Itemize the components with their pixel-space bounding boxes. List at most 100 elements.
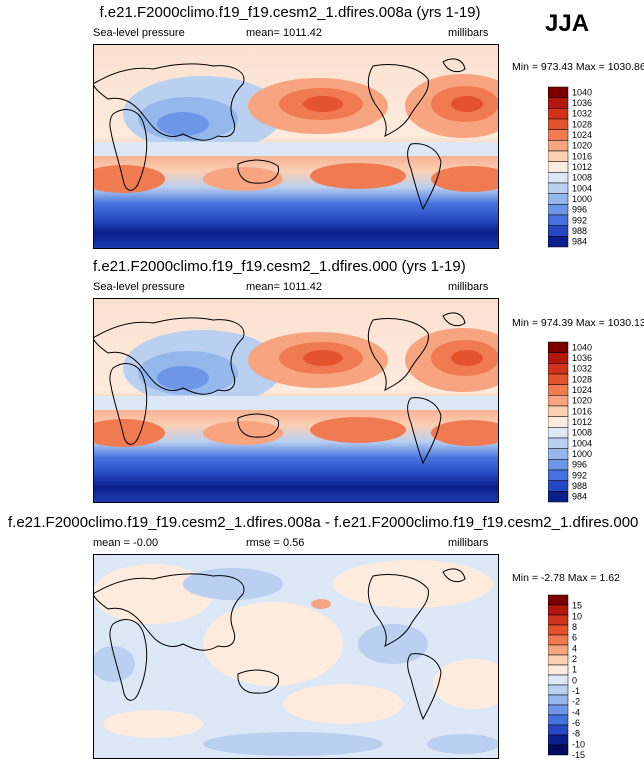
colorbar-swatch bbox=[548, 204, 569, 216]
colorbar-swatch bbox=[548, 129, 569, 141]
panel3-title: f.e21.F2000climo.f19_f19.cesm2_1.dfires.… bbox=[8, 514, 639, 531]
colorbar-tick-label: -10 bbox=[572, 739, 585, 749]
panel2-satl-high bbox=[431, 420, 499, 446]
panel1-mean-label: mean= 1011.42 bbox=[246, 27, 322, 39]
colorbar-swatch bbox=[548, 150, 569, 162]
colorbar-tick-label: -6 bbox=[572, 718, 580, 728]
colorbar-tick-label: 1036 bbox=[572, 98, 592, 108]
colorbar-tick-label: -8 bbox=[572, 729, 580, 739]
colorbar-tick-label: 1000 bbox=[572, 449, 592, 459]
panel2-units-label: millibars bbox=[448, 281, 489, 293]
colorbar-tick-label: 1032 bbox=[572, 364, 592, 374]
panel1-minmax: Min = 973.43 Max = 1030.86 bbox=[512, 61, 644, 73]
season-label: JJA bbox=[545, 10, 590, 37]
panel1-map bbox=[93, 44, 499, 249]
colorbar-tick-label: 1024 bbox=[572, 130, 592, 140]
panel1-asian-low-core bbox=[157, 112, 209, 136]
panel1-title: f.e21.F2000climo.f19_f19.cesm2_1.dfires.… bbox=[99, 4, 481, 21]
colorbar-swatch bbox=[548, 614, 569, 626]
colorbar-swatch bbox=[548, 140, 569, 152]
colorbar-tick-label: 10 bbox=[572, 611, 582, 621]
panel1-map-frame bbox=[93, 44, 499, 249]
colorbar-tick-label: 1028 bbox=[572, 119, 592, 129]
colorbar-swatch bbox=[548, 405, 569, 417]
panel3-positive-regions bbox=[93, 560, 499, 738]
colorbar-swatch bbox=[548, 604, 569, 616]
panel3-negative-regions bbox=[93, 568, 499, 756]
colorbar-swatch bbox=[548, 704, 569, 716]
panel2-sindian-high bbox=[93, 419, 165, 447]
panel2-minmax: Min = 974.39 Max = 1030.13 bbox=[512, 317, 644, 329]
colorbar-tick-label: 992 bbox=[572, 215, 587, 225]
colorbar-tick-label: 1040 bbox=[572, 342, 592, 352]
panel3-units-label: millibars bbox=[448, 537, 489, 549]
colorbar-swatch bbox=[548, 624, 569, 636]
colorbar-tick-label: 1040 bbox=[572, 87, 592, 97]
colorbar-tick-label: 1 bbox=[572, 665, 577, 675]
colorbar-tick-label: 1012 bbox=[572, 162, 592, 172]
panel1-coastlines bbox=[93, 58, 466, 211]
colorbar-swatch bbox=[548, 352, 569, 364]
colorbar-tick-label: 1016 bbox=[572, 151, 592, 161]
colorbar-swatch bbox=[548, 384, 569, 396]
colorbar-tick-label: 1020 bbox=[572, 396, 592, 406]
panel2-asian-low-core bbox=[157, 366, 209, 390]
panel2-natl-high-core bbox=[451, 350, 483, 366]
colorbar-tick-label: -4 bbox=[572, 707, 580, 717]
panel1-left-label: Sea-level pressure bbox=[93, 27, 185, 39]
colorbar-tick-label: 8 bbox=[572, 622, 577, 632]
panel1-units-label: millibars bbox=[448, 27, 489, 39]
panel2-left-label: Sea-level pressure bbox=[93, 281, 185, 293]
panel2-map bbox=[93, 298, 499, 503]
colorbar-tick-label: 1000 bbox=[572, 194, 592, 204]
colorbar-swatch bbox=[548, 724, 569, 736]
colorbar-tick-label: 2 bbox=[572, 654, 577, 664]
colorbar-swatch bbox=[548, 108, 569, 120]
colorbar-swatch bbox=[548, 634, 569, 646]
colorbar-swatch bbox=[548, 86, 569, 98]
colorbar-tick-label: 6 bbox=[572, 633, 577, 643]
colorbar-tick-label: 1020 bbox=[572, 141, 592, 151]
colorbar-tick-label: 984 bbox=[572, 237, 587, 247]
colorbar-swatch bbox=[548, 744, 569, 756]
panel2-mean-label: mean= 1011.42 bbox=[246, 281, 322, 293]
colorbar-swatch bbox=[548, 416, 569, 428]
colorbar-swatch bbox=[548, 341, 569, 353]
colorbar-tick-label: 992 bbox=[572, 470, 587, 480]
panel1-equatorial-band bbox=[93, 142, 499, 156]
colorbar-swatch bbox=[548, 182, 569, 194]
colorbar-swatch bbox=[548, 734, 569, 746]
colorbar-tick-label: 1004 bbox=[572, 438, 592, 448]
colorbar-swatch bbox=[548, 161, 569, 173]
colorbar-swatch bbox=[548, 172, 569, 184]
colorbar-tick-label: 1024 bbox=[572, 385, 592, 395]
panel3-coastlines bbox=[93, 568, 466, 721]
panel3-map bbox=[93, 554, 499, 759]
panel3-map-frame bbox=[93, 554, 499, 759]
colorbar-swatch bbox=[548, 395, 569, 407]
panel2-spac-high bbox=[310, 417, 406, 443]
panel1-spac-high bbox=[310, 163, 406, 189]
panel2-title: f.e21.F2000climo.f19_f19.cesm2_1.dfires.… bbox=[93, 258, 466, 275]
colorbar-swatch bbox=[548, 118, 569, 130]
colorbar-tick-label: 996 bbox=[572, 205, 587, 215]
colorbar-swatch bbox=[548, 714, 569, 726]
panel3-rmse-label: rmse = 0.56 bbox=[246, 537, 305, 549]
colorbar-tick-label: -1 bbox=[572, 686, 580, 696]
colorbar-swatch bbox=[548, 225, 569, 237]
colorbar-tick-label: 988 bbox=[572, 226, 587, 236]
colorbar-tick-label: 1012 bbox=[572, 417, 592, 427]
colorbar-swatch bbox=[548, 363, 569, 375]
colorbar-tick-label: 15 bbox=[572, 601, 582, 611]
colorbar-swatch bbox=[548, 437, 569, 449]
colorbar-tick-label: 1036 bbox=[572, 353, 592, 363]
panel1-colorbar: 1040103610321028102410201016101210081004… bbox=[548, 86, 592, 248]
panel1-npac-high-core bbox=[303, 96, 343, 112]
colorbar-tick-label: 1008 bbox=[572, 173, 592, 183]
colorbar-swatch bbox=[548, 427, 569, 439]
colorbar-tick-label: 1008 bbox=[572, 428, 592, 438]
panel3-mean-label: mean = -0.00 bbox=[93, 537, 159, 549]
colorbar-tick-label: 1028 bbox=[572, 374, 592, 384]
colorbar-swatch bbox=[548, 594, 569, 606]
